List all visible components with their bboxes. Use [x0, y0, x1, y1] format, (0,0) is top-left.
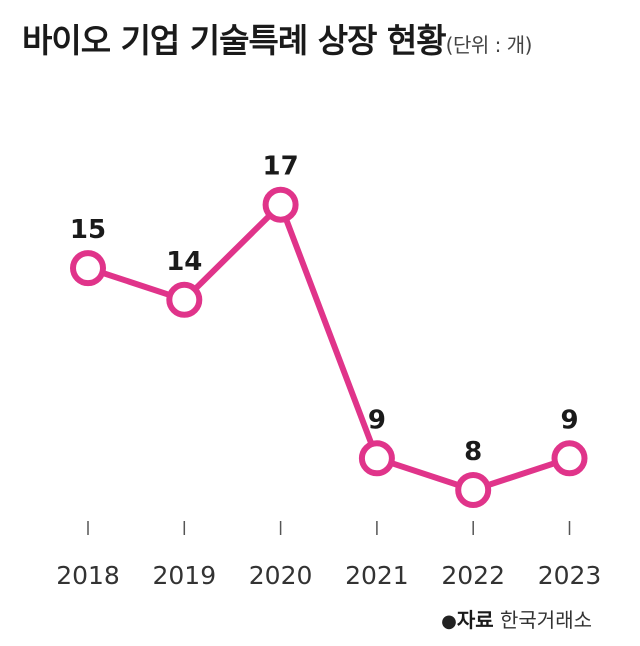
- x-tick-label: 2021: [345, 561, 409, 590]
- source-label: 자료: [456, 608, 494, 632]
- data-point: [358, 440, 395, 477]
- data-label: 15: [70, 215, 106, 245]
- x-tick-label: 2020: [249, 561, 313, 590]
- source-value: 한국거래소: [500, 608, 592, 632]
- title-unit: (단위 : 개): [445, 33, 533, 57]
- source-note: ●자료 한국거래소: [441, 604, 592, 633]
- x-tick-label: 2023: [538, 561, 602, 590]
- data-label: 17: [263, 152, 299, 182]
- x-tick-label: 2019: [152, 561, 216, 590]
- data-point: [551, 440, 588, 477]
- data-point: [166, 281, 203, 318]
- data-label: 8: [464, 437, 482, 467]
- series-line: [85, 201, 573, 493]
- x-tick-label: 2018: [56, 561, 120, 590]
- data-label: 9: [368, 405, 386, 435]
- chart-title: 바이오 기업 기술특례 상장 현황(단위 : 개): [22, 14, 532, 62]
- bullet-icon: ●: [441, 611, 457, 632]
- data-point: [262, 186, 299, 223]
- data-point: [455, 472, 492, 508]
- data-point: [70, 250, 106, 287]
- data-label: 9: [560, 405, 578, 435]
- x-tick-label: 2022: [441, 561, 505, 590]
- data-label: 14: [166, 247, 202, 277]
- title-main: 바이오 기업 기술특례 상장 현황: [22, 21, 447, 60]
